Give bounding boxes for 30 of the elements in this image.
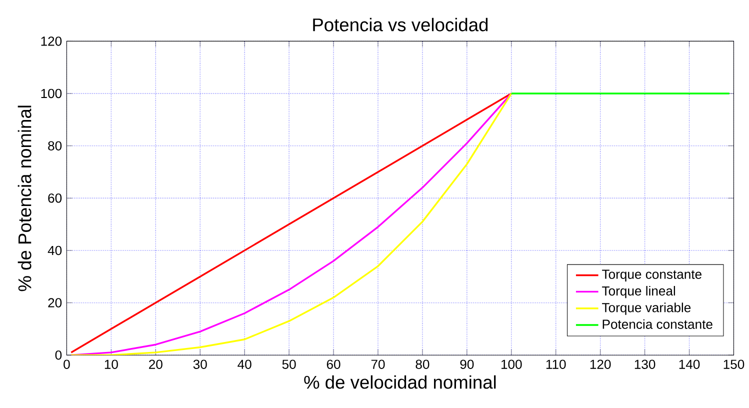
legend-label: Torque lineal xyxy=(602,286,676,298)
y-tick-label: 100 xyxy=(41,88,62,98)
x-tick-label: 90 xyxy=(460,360,474,369)
y-axis-title: % de Potencia nominal xyxy=(18,106,32,292)
x-tick-label: 30 xyxy=(193,360,207,369)
legend-label: Torque variable xyxy=(602,302,691,315)
x-tick-label: 130 xyxy=(634,360,656,369)
x-tick-label: 20 xyxy=(149,360,162,369)
legend-label: Potencia constante xyxy=(602,319,712,329)
x-tick-label: 70 xyxy=(371,360,385,369)
x-tick-label: 150 xyxy=(724,360,744,369)
x-tick-label: 60 xyxy=(326,360,340,369)
y-tick-label: 20 xyxy=(48,298,62,308)
legend-label: Torque constante xyxy=(602,270,702,282)
y-tick-label: 120 xyxy=(41,36,62,46)
y-tick-label: 40 xyxy=(48,246,62,256)
x-tick-label: 0 xyxy=(64,360,70,369)
chart-title: Potencia vs velocidad xyxy=(313,18,488,32)
x-tick-label: 80 xyxy=(416,360,430,369)
x-tick-label: 100 xyxy=(501,360,522,369)
x-tick-label: 140 xyxy=(679,360,700,369)
x-tick-label: 110 xyxy=(546,360,566,369)
x-axis-title: % de velocidad nominal xyxy=(304,375,496,389)
x-tick-label: 50 xyxy=(282,360,296,369)
y-tick-label: 0 xyxy=(55,350,62,360)
y-tick-label: 80 xyxy=(48,141,62,150)
x-tick-label: 10 xyxy=(104,360,118,369)
x-tick-label: 40 xyxy=(238,360,252,369)
y-tick-label: 60 xyxy=(48,193,62,203)
x-tick-label: 120 xyxy=(590,360,611,369)
